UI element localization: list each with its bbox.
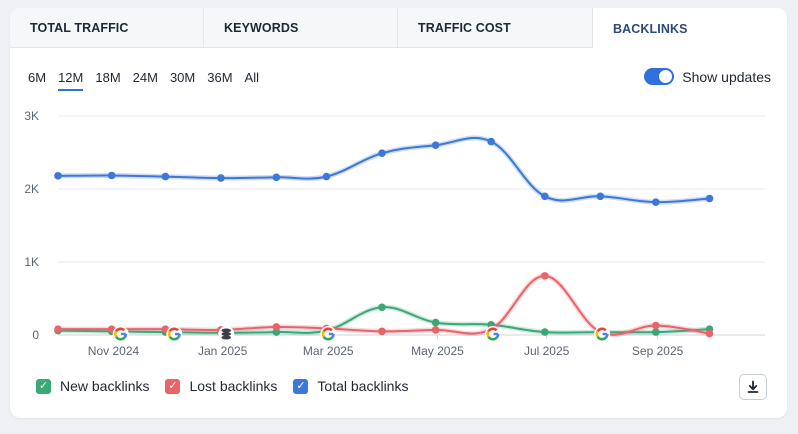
tab-total-traffic[interactable]: TOTAL TRAFFIC xyxy=(10,8,204,48)
tab-label: TOTAL TRAFFIC xyxy=(30,21,129,35)
range-18m[interactable]: 18M xyxy=(95,70,121,85)
metric-tabs: TOTAL TRAFFIC KEYWORDS TRAFFIC COST BACK… xyxy=(10,8,787,49)
backlinks-chart: 0 1K 2K 3K Nov 2024 Jan 2025 Mar 2025 May 2025 J… xyxy=(24,109,765,358)
tab-traffic-cost[interactable]: TRAFFIC COST xyxy=(398,8,593,48)
total-backlinks-halo xyxy=(57,135,710,205)
x-tick-label: Sep 2025 xyxy=(632,344,684,358)
show-updates-label: Show updates xyxy=(682,68,771,85)
show-updates-control: Show updates xyxy=(644,68,771,85)
range-12m[interactable]: 12M xyxy=(58,70,84,91)
range-all[interactable]: All xyxy=(244,70,259,85)
total-backlinks-point xyxy=(541,192,549,201)
new-backlinks-point xyxy=(378,303,386,312)
new-backlinks-point xyxy=(652,328,660,336)
total-backlinks-point xyxy=(596,192,605,201)
chart-legend: ✓ New backlinks ✓ Lost backlinks ✓ Total… xyxy=(36,378,408,394)
x-tick-label: Jan 2025 xyxy=(198,344,248,358)
lost-backlinks-point xyxy=(54,325,62,333)
tab-label: KEYWORDS xyxy=(224,21,299,35)
y-tick-label: 0 xyxy=(32,328,39,342)
legend-label: Lost backlinks xyxy=(189,378,278,394)
total-backlinks-point xyxy=(54,172,62,180)
total-backlinks-point xyxy=(107,171,116,180)
backlinks-card: TOTAL TRAFFIC KEYWORDS TRAFFIC COST BACK… xyxy=(10,8,787,418)
tab-label: TRAFFIC COST xyxy=(418,21,511,35)
total-backlinks-point xyxy=(705,194,714,203)
database-icon[interactable] xyxy=(218,326,235,342)
lost-backlinks-point xyxy=(431,326,440,334)
legend-total-backlinks[interactable]: ✓ Total backlinks xyxy=(293,378,408,394)
toggle-knob xyxy=(659,70,673,83)
lost-backlinks-point xyxy=(705,329,714,338)
total-backlinks-point xyxy=(652,198,660,206)
google-icon[interactable] xyxy=(112,326,129,342)
total-backlinks-point xyxy=(322,172,331,181)
total-backlinks-point xyxy=(272,173,281,182)
total-backlinks-point xyxy=(487,137,495,146)
total-backlinks-point xyxy=(431,141,440,149)
x-tick-label: Jul 2025 xyxy=(524,344,570,358)
y-tick-label: 3K xyxy=(24,109,39,123)
new-backlinks-point xyxy=(431,318,440,327)
lost-backlinks-point xyxy=(652,321,660,330)
checkbox-checked-icon[interactable]: ✓ xyxy=(165,378,181,394)
show-updates-toggle[interactable] xyxy=(644,68,675,85)
download-button[interactable] xyxy=(739,374,767,400)
legend-label: New backlinks xyxy=(60,378,150,394)
google-icon[interactable] xyxy=(484,326,501,342)
lost-backlinks-point xyxy=(378,327,386,336)
legend-new-backlinks[interactable]: ✓ New backlinks xyxy=(36,378,149,394)
total-backlinks-line xyxy=(57,136,710,204)
lost-backlinks-point xyxy=(272,323,281,331)
legend-label: Total backlinks xyxy=(317,378,409,394)
x-tick-label: Mar 2025 xyxy=(303,344,354,358)
range-6m[interactable]: 6M xyxy=(28,70,47,85)
legend-lost-backlinks[interactable]: ✓ Lost backlinks xyxy=(165,378,277,394)
range-36m[interactable]: 36M xyxy=(207,70,233,85)
x-tick-label: Nov 2024 xyxy=(88,344,140,358)
google-icon[interactable] xyxy=(166,326,183,342)
new-backlinks-point xyxy=(541,328,549,336)
y-tick-label: 1K xyxy=(24,255,39,269)
range-24m[interactable]: 24M xyxy=(132,70,158,85)
download-icon xyxy=(747,380,759,393)
tab-backlinks[interactable]: BACKLINKS xyxy=(593,8,787,49)
x-tick-label: May 2025 xyxy=(411,344,464,358)
tab-label: BACKLINKS xyxy=(613,21,688,36)
range-30m[interactable]: 30M xyxy=(169,70,196,85)
total-backlinks-point xyxy=(161,172,170,181)
checkbox-checked-icon[interactable]: ✓ xyxy=(293,378,309,394)
google-icon[interactable] xyxy=(320,326,337,342)
checkbox-checked-icon[interactable]: ✓ xyxy=(36,378,51,394)
y-tick-label: 2K xyxy=(24,182,39,196)
range-selector: 6M 12M 18M 24M 30M 36M All xyxy=(28,70,271,91)
total-backlinks-point xyxy=(378,149,386,158)
google-icon[interactable] xyxy=(594,326,611,342)
lost-backlinks-point xyxy=(541,272,549,280)
total-backlinks-point xyxy=(217,174,225,182)
tab-keywords[interactable]: KEYWORDS xyxy=(204,8,398,48)
